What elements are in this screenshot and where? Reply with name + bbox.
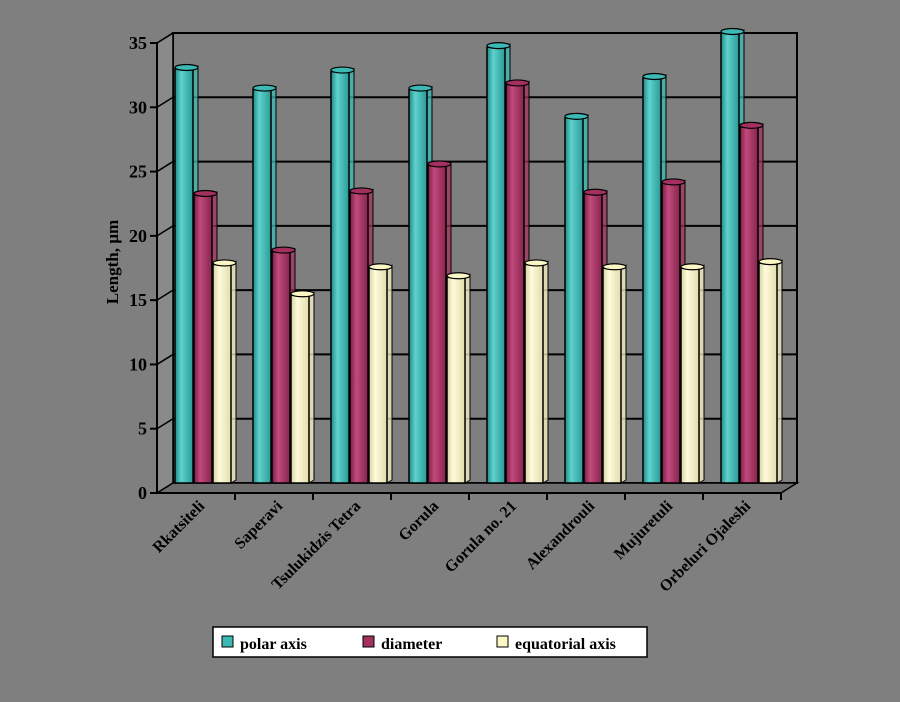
y-tick-label: 25 [129,162,147,182]
x-tick-label: Mujuretuli [611,497,677,563]
bar-polar-axis-gorula-no-21 [486,46,506,484]
axes [150,42,782,500]
bars [174,27,783,484]
bar-polar-axis-mujuretuli [642,77,662,484]
bar-cap-polar-axis-mujuretuli [642,72,667,81]
bar-cap-diameter-gorula-no-21 [505,79,530,87]
bar-cap-equatorial-axis-orbeluri-ojaleshi [758,258,783,266]
gridline-side [156,289,174,301]
floor [154,482,800,494]
bar-cap-polar-axis-alexandrouli [564,112,589,120]
bar-cap-polar-axis-saperavi [252,84,277,92]
bar-cap-diameter-gorula [427,160,452,168]
bar-polar-axis-alexandrouli [564,117,584,484]
x-tick-label: Gorula no. 21 [442,498,520,576]
bar-polar-axis-rkatsiteli [174,68,194,484]
bar-polar-axis-saperavi [252,88,272,484]
gridline-side [156,32,174,44]
y-axis-title: Length, µm [103,220,122,304]
bar-cap-polar-axis-gorula [408,84,433,92]
bar-cap-diameter-mujuretuli [661,178,686,186]
bar-cap-equatorial-axis-gorula [446,272,471,280]
bar-cap-equatorial-axis-saperavi [290,290,315,298]
gridline-side [156,225,174,237]
bar-cap-diameter-rkatsiteli [193,189,218,198]
bar-equatorial-axis-tsulukidzis-tetra [368,267,388,484]
bar-cap-polar-axis-rkatsiteli [174,63,199,72]
legend-box [212,626,648,658]
bar-cap-polar-axis-gorula-no-21 [486,42,511,50]
bar-cap-diameter-tsulukidzis-tetra [349,187,374,195]
bar-polar-axis-tsulukidzis-tetra [330,70,350,484]
bar-equatorial-axis-mujuretuli [680,267,700,484]
legend: polar axis diameter equatorial axis [212,626,648,658]
bar-equatorial-axis-gorula-no-21 [524,263,544,484]
bar-cap-diameter-saperavi [271,246,296,254]
y-tick-label: 5 [138,419,147,439]
bar-polar-axis-gorula [408,88,428,484]
gridline-side [156,160,174,173]
bar-cap-equatorial-axis-gorula-no-21 [524,259,549,267]
y-tick-label: 0 [138,483,147,503]
y-tick-label: 10 [129,354,147,374]
x-tick-label: Alexandrouli [523,497,599,573]
gridline-side [156,96,174,108]
y-tick-label: 15 [129,290,147,310]
bar-cap-diameter-orbeluri-ojaleshi [739,121,764,129]
legend-label-diameter: diameter [381,636,442,653]
bar-cap-equatorial-axis-tsulukidzis-tetra [368,263,393,271]
bar-diameter-tsulukidzis-tetra [349,191,369,484]
legend-swatch-polar-axis [221,635,234,648]
legend-label-polar-axis: polar axis [240,636,307,653]
bar-equatorial-axis-saperavi [290,294,310,484]
bar-equatorial-axis-rkatsiteli [212,263,232,484]
gridline-side [156,418,174,430]
x-tick-label: Gorula [396,498,443,545]
y-tick-label: 35 [129,33,147,53]
bar-diameter-mujuretuli [661,182,681,484]
bar-diameter-gorula-no-21 [505,83,525,484]
bar-diameter-orbeluri-ojaleshi [739,126,759,484]
x-tick-label: Saperavi [231,497,286,552]
gridline-side [156,353,174,366]
bar-diameter-saperavi [271,250,291,484]
bar-equatorial-axis-gorula [446,276,466,484]
bar-diameter-alexandrouli [583,192,603,484]
bar-polar-axis-orbeluri-ojaleshi [720,32,740,484]
bar-cap-equatorial-axis-rkatsiteli [212,259,237,267]
legend-swatch-diameter [362,635,375,648]
bar-cap-equatorial-axis-mujuretuli [680,263,705,271]
x-tick-label: Rkatsiteli [150,497,209,556]
bar-diameter-rkatsiteli [193,194,213,484]
bar-diameter-gorula [427,164,447,484]
y-tick-label: 30 [129,97,147,117]
bar-cap-diameter-alexandrouli [583,188,608,196]
y-tick-label: 20 [129,226,147,246]
legend-swatch-equatorial-axis [496,635,509,648]
bar-equatorial-axis-orbeluri-ojaleshi [758,262,778,484]
bar-equatorial-axis-alexandrouli [602,267,622,484]
bar-cap-equatorial-axis-alexandrouli [602,263,627,271]
legend-label-equatorial-axis: equatorial axis [515,636,616,653]
bar-cap-polar-axis-orbeluri-ojaleshi [720,27,745,36]
bar-cap-polar-axis-tsulukidzis-tetra [330,66,355,74]
